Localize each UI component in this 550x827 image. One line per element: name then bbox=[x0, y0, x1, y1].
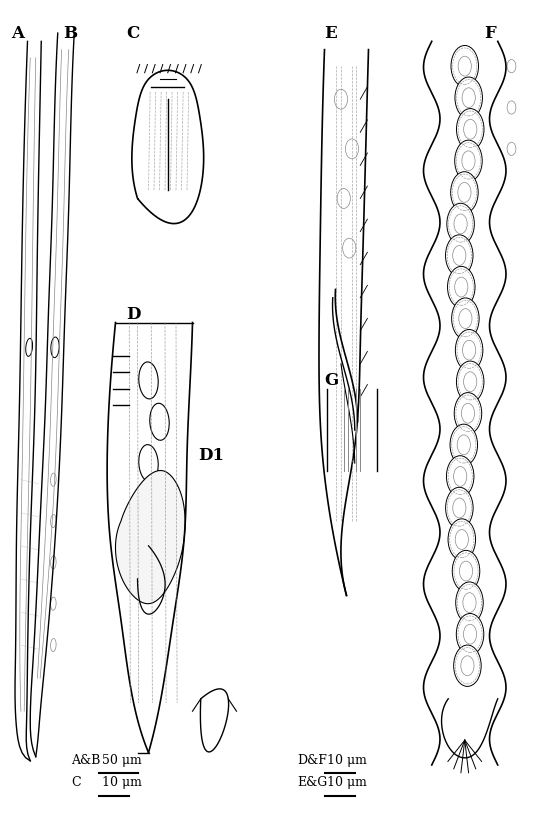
Circle shape bbox=[458, 183, 471, 203]
Circle shape bbox=[337, 189, 350, 208]
Text: 10 μm: 10 μm bbox=[327, 753, 367, 767]
Circle shape bbox=[463, 593, 476, 613]
Ellipse shape bbox=[26, 338, 32, 356]
Text: G: G bbox=[324, 372, 339, 390]
Text: B: B bbox=[63, 25, 78, 42]
Circle shape bbox=[455, 77, 482, 118]
Text: 50 μm: 50 μm bbox=[102, 753, 141, 767]
Ellipse shape bbox=[139, 362, 158, 399]
Circle shape bbox=[452, 551, 480, 592]
Circle shape bbox=[448, 519, 476, 560]
Polygon shape bbox=[116, 471, 185, 604]
Circle shape bbox=[507, 101, 516, 114]
Circle shape bbox=[447, 456, 474, 497]
Ellipse shape bbox=[139, 445, 158, 481]
Circle shape bbox=[456, 614, 484, 655]
Circle shape bbox=[507, 60, 516, 73]
Circle shape bbox=[343, 238, 356, 258]
Circle shape bbox=[451, 45, 478, 87]
Text: D1: D1 bbox=[198, 447, 224, 464]
Text: A: A bbox=[11, 25, 24, 42]
Circle shape bbox=[152, 142, 161, 155]
Circle shape bbox=[334, 89, 348, 109]
Circle shape bbox=[455, 529, 469, 549]
Circle shape bbox=[456, 361, 484, 403]
Text: 10 μm: 10 μm bbox=[102, 776, 142, 789]
Circle shape bbox=[464, 372, 477, 392]
Ellipse shape bbox=[150, 404, 169, 440]
Circle shape bbox=[456, 108, 484, 150]
Ellipse shape bbox=[51, 473, 56, 486]
Text: A&B: A&B bbox=[72, 753, 101, 767]
Circle shape bbox=[455, 329, 483, 370]
Ellipse shape bbox=[51, 638, 56, 652]
Circle shape bbox=[461, 656, 474, 676]
Ellipse shape bbox=[164, 121, 171, 127]
Circle shape bbox=[345, 139, 359, 159]
Ellipse shape bbox=[51, 514, 56, 528]
Circle shape bbox=[455, 140, 482, 181]
Circle shape bbox=[448, 266, 475, 308]
Text: C: C bbox=[72, 776, 81, 789]
Text: E: E bbox=[324, 25, 337, 42]
Circle shape bbox=[462, 151, 475, 170]
Circle shape bbox=[462, 88, 475, 108]
Ellipse shape bbox=[51, 597, 56, 610]
Ellipse shape bbox=[51, 556, 56, 569]
Circle shape bbox=[454, 393, 482, 434]
Circle shape bbox=[446, 235, 473, 276]
Circle shape bbox=[450, 424, 477, 466]
Circle shape bbox=[463, 340, 476, 360]
Text: D&F: D&F bbox=[297, 753, 327, 767]
Circle shape bbox=[450, 172, 478, 213]
Text: 10 μm: 10 μm bbox=[327, 776, 367, 789]
Circle shape bbox=[452, 298, 479, 339]
Polygon shape bbox=[200, 689, 229, 752]
Circle shape bbox=[459, 308, 472, 328]
Text: D: D bbox=[126, 306, 141, 323]
Circle shape bbox=[464, 119, 477, 139]
Circle shape bbox=[461, 404, 475, 423]
Circle shape bbox=[454, 645, 481, 686]
Text: C: C bbox=[126, 25, 140, 42]
Circle shape bbox=[455, 277, 468, 297]
Circle shape bbox=[446, 487, 473, 528]
Circle shape bbox=[507, 142, 516, 155]
Circle shape bbox=[456, 582, 483, 624]
Circle shape bbox=[453, 246, 466, 265]
Text: F: F bbox=[484, 25, 496, 42]
Circle shape bbox=[457, 435, 470, 455]
Circle shape bbox=[458, 56, 471, 76]
Circle shape bbox=[454, 466, 467, 486]
Ellipse shape bbox=[51, 337, 59, 357]
Circle shape bbox=[459, 562, 472, 581]
Circle shape bbox=[454, 214, 467, 234]
Circle shape bbox=[453, 498, 466, 518]
Circle shape bbox=[447, 203, 474, 245]
Polygon shape bbox=[132, 70, 204, 223]
Circle shape bbox=[464, 624, 477, 644]
Ellipse shape bbox=[150, 486, 169, 523]
Text: E&G: E&G bbox=[297, 776, 327, 789]
